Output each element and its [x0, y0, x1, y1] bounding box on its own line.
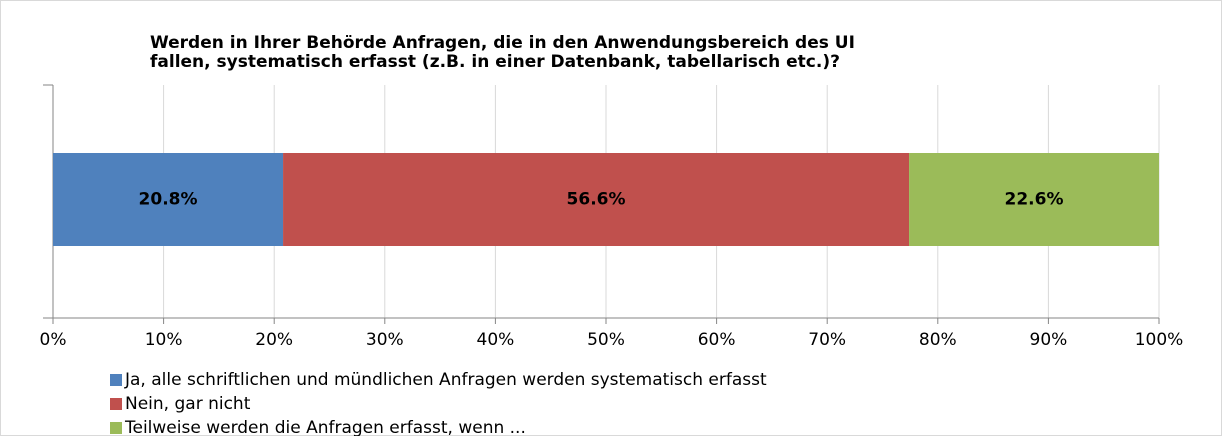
- x-tick-label: 40%: [477, 330, 515, 350]
- x-tick-label: 80%: [919, 330, 957, 350]
- bar-segment: [283, 153, 910, 246]
- x-tick-label: 10%: [145, 330, 183, 350]
- chart-title: fallen, systematisch erfasst (z.B. in ei…: [150, 52, 840, 72]
- x-tick-label: 100%: [1135, 330, 1184, 350]
- legend-label: Ja, alle schriftlichen und mündlichen An…: [124, 370, 767, 390]
- x-tick-label: 90%: [1030, 330, 1068, 350]
- bar-segment: [53, 153, 284, 246]
- x-tick-label: 60%: [698, 330, 736, 350]
- x-tick-label: 50%: [587, 330, 625, 350]
- data-label: 56.6%: [567, 190, 626, 210]
- data-label: 22.6%: [1005, 190, 1064, 210]
- legend-swatch: [110, 398, 122, 410]
- legend-label: Teilweise werden die Anfragen erfasst, w…: [124, 418, 526, 436]
- legend-swatch: [110, 374, 122, 386]
- bar-segment: [909, 153, 1159, 246]
- x-tick-label: 70%: [808, 330, 846, 350]
- legend-swatch: [110, 422, 122, 434]
- x-tick-label: 20%: [255, 330, 293, 350]
- x-tick-label: 30%: [366, 330, 404, 350]
- chart-title: Werden in Ihrer Behörde Anfragen, die in…: [150, 33, 855, 53]
- legend-label: Nein, gar nicht: [125, 394, 251, 414]
- x-tick-label: 0%: [40, 330, 67, 350]
- data-label: 20.8%: [139, 190, 198, 210]
